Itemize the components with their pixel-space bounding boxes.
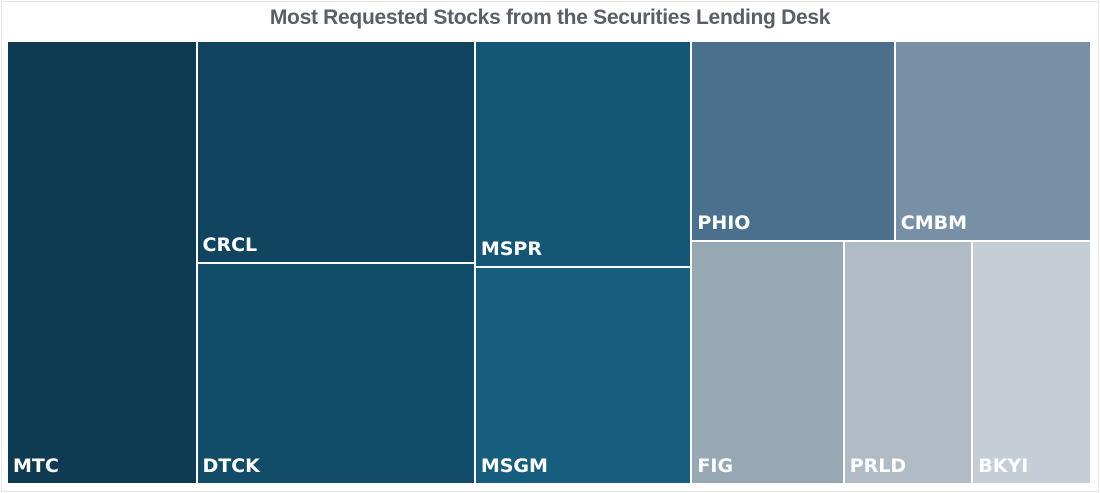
tile-label: PRLD [849,454,907,477]
tile-dtck: DTCK [196,263,475,484]
tile-label: PHIO [697,212,751,235]
tile-cmbm: CMBM [894,41,1091,242]
tile-bkyi: BKYI [972,241,1091,484]
tile-fig: FIG [691,241,844,484]
treemap-plot: MTC CRCL DTCK MSPR MSGM PHIO CMBM FIG PRLD BKYI [7,41,1091,484]
tile-label: BKYI [978,454,1029,477]
tile-label: CMBM [900,212,968,235]
tile-label: FIG [697,454,734,477]
tile-prld: PRLD [843,241,973,484]
tile-mspr: MSPR [474,41,692,267]
tile-crcl: CRCL [196,41,475,264]
tile-msgm: MSGM [474,266,692,484]
tile-phio: PHIO [691,41,895,242]
tile-label: MTC [13,455,59,477]
tile-label: MSPR [480,237,542,260]
chart-title: Most Requested Stocks from the Securitie… [269,6,831,29]
tile-label: MSGM [480,454,548,477]
tile-label: CRCL [202,234,258,257]
tile-mtc: MTC [7,41,197,484]
tile-label: DTCK [202,454,260,477]
